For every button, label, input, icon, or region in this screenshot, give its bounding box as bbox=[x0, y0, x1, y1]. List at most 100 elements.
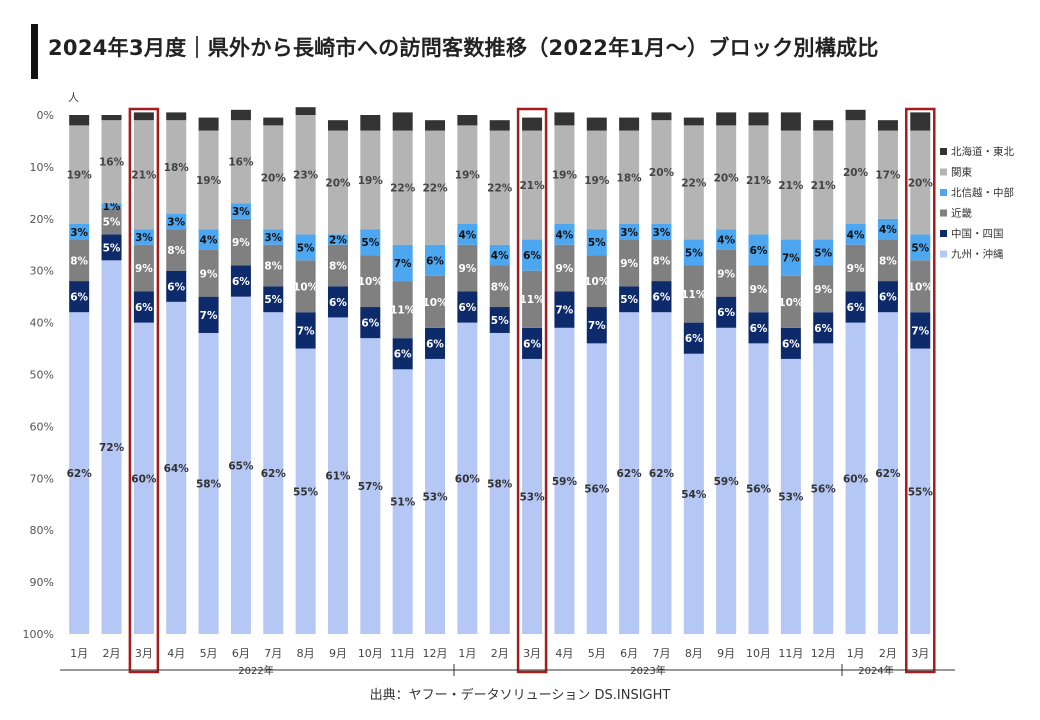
data-label-chugoku: 7% bbox=[297, 325, 315, 337]
bar-segment-chugoku bbox=[619, 286, 640, 313]
data-label-chugoku: 6% bbox=[394, 349, 412, 361]
bar-segment-kanto bbox=[813, 130, 834, 240]
legend-label: 九州・沖縄 bbox=[951, 248, 1004, 261]
x-tick-label: 7月 bbox=[652, 647, 670, 660]
data-label-kyushu: 72% bbox=[99, 442, 125, 454]
data-label-hokushinetsu: 6% bbox=[750, 245, 768, 257]
bar-segment-kanto bbox=[845, 120, 866, 224]
bar-segment-kyushu bbox=[780, 358, 801, 634]
bar-segment-kanto bbox=[360, 130, 381, 230]
data-label-kyushu: 65% bbox=[228, 460, 254, 472]
data-label-hokushinetsu: 2% bbox=[329, 235, 347, 247]
bar-segment-kyushu bbox=[748, 343, 769, 634]
bar-segment-chugoku bbox=[230, 265, 251, 297]
bar-segment-kyushu bbox=[360, 338, 381, 634]
bar-segment-kinki bbox=[457, 244, 478, 292]
bar-segment-kinki bbox=[651, 239, 672, 282]
data-label-kyushu: 62% bbox=[649, 468, 675, 480]
data-label-kanto: 16% bbox=[228, 157, 254, 169]
bar-segment-chugoku bbox=[360, 307, 381, 339]
bar-segment-kinki bbox=[263, 244, 284, 287]
bar-segment-kanto bbox=[327, 130, 348, 235]
data-label-kyushu: 55% bbox=[908, 486, 934, 498]
data-label-kinki: 8% bbox=[653, 255, 671, 267]
bar-segment-kanto bbox=[716, 125, 737, 230]
y-tick-label: 20% bbox=[30, 213, 54, 226]
bar-segment-kanto bbox=[619, 130, 640, 224]
data-label-chugoku: 5% bbox=[103, 242, 121, 254]
data-label-hokushinetsu: 3% bbox=[653, 227, 671, 239]
data-label-kinki: 9% bbox=[620, 258, 638, 270]
bar-segment-chugoku bbox=[327, 286, 348, 318]
x-tick-label: 12月 bbox=[811, 647, 836, 660]
data-label-kyushu: 58% bbox=[196, 478, 222, 490]
year-label: 2022年 bbox=[238, 664, 273, 677]
bar-segment-hokushinetsu bbox=[392, 244, 413, 282]
bar-segment-hokushinetsu bbox=[166, 213, 187, 230]
y-tick-label: 80% bbox=[30, 524, 54, 537]
data-label-kanto: 19% bbox=[196, 175, 222, 187]
highlight-box bbox=[128, 107, 160, 674]
bar-segment-chugoku bbox=[845, 291, 866, 323]
bar-segment-kyushu bbox=[877, 312, 898, 634]
data-label-kinki: 9% bbox=[814, 284, 832, 296]
data-label-chugoku: 5% bbox=[264, 294, 282, 306]
data-label-chugoku: 7% bbox=[588, 320, 606, 332]
data-label-kanto: 20% bbox=[649, 167, 675, 179]
x-tick-label: 1月 bbox=[70, 647, 88, 660]
x-tick-label: 3月 bbox=[135, 647, 153, 660]
bar-segment-chugoku bbox=[392, 338, 413, 370]
bar-segment-kyushu bbox=[845, 322, 866, 634]
bar-segment-hokkaido bbox=[360, 115, 381, 131]
x-tick-label: 5月 bbox=[588, 647, 606, 660]
data-label-chugoku: 6% bbox=[685, 333, 703, 345]
bar-segment-kanto bbox=[877, 130, 898, 219]
bar-segment-hokushinetsu bbox=[360, 229, 381, 256]
bar-segment-hokushinetsu bbox=[327, 234, 348, 245]
x-tick-label: 2月 bbox=[879, 647, 897, 660]
bar-segment-hokushinetsu bbox=[651, 223, 672, 240]
data-label-kanto: 19% bbox=[584, 175, 610, 187]
bar-segment-chugoku bbox=[263, 286, 284, 313]
bar-segment-chugoku bbox=[457, 291, 478, 323]
data-label-kyushu: 51% bbox=[390, 497, 416, 509]
bar-segment-chugoku bbox=[586, 307, 607, 344]
data-label-chugoku: 6% bbox=[847, 302, 865, 314]
data-label-kanto: 20% bbox=[714, 172, 740, 184]
data-label-kyushu: 62% bbox=[875, 468, 901, 480]
legend-label: 北信越・中部 bbox=[951, 186, 1014, 199]
bar-segment-kinki bbox=[554, 244, 575, 292]
bar-segment-kinki bbox=[425, 275, 446, 328]
bar-segment-chugoku bbox=[716, 296, 737, 328]
data-label-kyushu: 53% bbox=[520, 491, 546, 503]
y-tick-label: 10% bbox=[30, 161, 54, 174]
bar-segment-hokkaido bbox=[392, 112, 413, 131]
bar-segment-hokushinetsu bbox=[295, 234, 316, 261]
data-label-hokushinetsu: 6% bbox=[426, 255, 444, 267]
bar-segment-hokkaido bbox=[877, 120, 898, 131]
bar-segment-chugoku bbox=[522, 327, 543, 359]
bar-segment-kinki bbox=[295, 260, 316, 313]
data-label-hokushinetsu: 4% bbox=[491, 250, 509, 262]
legend-swatch-kanto bbox=[940, 168, 947, 176]
bar-segment-hokkaido bbox=[619, 117, 640, 131]
x-tick-label: 9月 bbox=[329, 647, 347, 660]
data-label-chugoku: 7% bbox=[200, 310, 218, 322]
bar-segment-hokushinetsu bbox=[877, 218, 898, 240]
bar-segment-hokushinetsu bbox=[425, 244, 446, 276]
data-label-chugoku: 6% bbox=[167, 281, 185, 293]
bar-segment-kyushu bbox=[651, 312, 672, 634]
bar-segment-chugoku bbox=[489, 307, 510, 333]
data-label-kyushu: 59% bbox=[552, 476, 578, 488]
data-label-kanto: 21% bbox=[131, 170, 157, 182]
highlight-box bbox=[516, 107, 548, 674]
bar-segment-kanto bbox=[69, 125, 90, 224]
data-label-hokushinetsu: 3% bbox=[167, 216, 185, 228]
unit-label: 人 bbox=[68, 91, 79, 104]
bar-segment-hokkaido bbox=[133, 112, 154, 121]
x-tick-label: 3月 bbox=[911, 647, 929, 660]
bar-segment-kinki bbox=[619, 239, 640, 287]
bar-segment-chugoku bbox=[425, 327, 446, 359]
x-tick-label: 6月 bbox=[620, 647, 638, 660]
bar-segment-hokushinetsu bbox=[263, 229, 284, 245]
